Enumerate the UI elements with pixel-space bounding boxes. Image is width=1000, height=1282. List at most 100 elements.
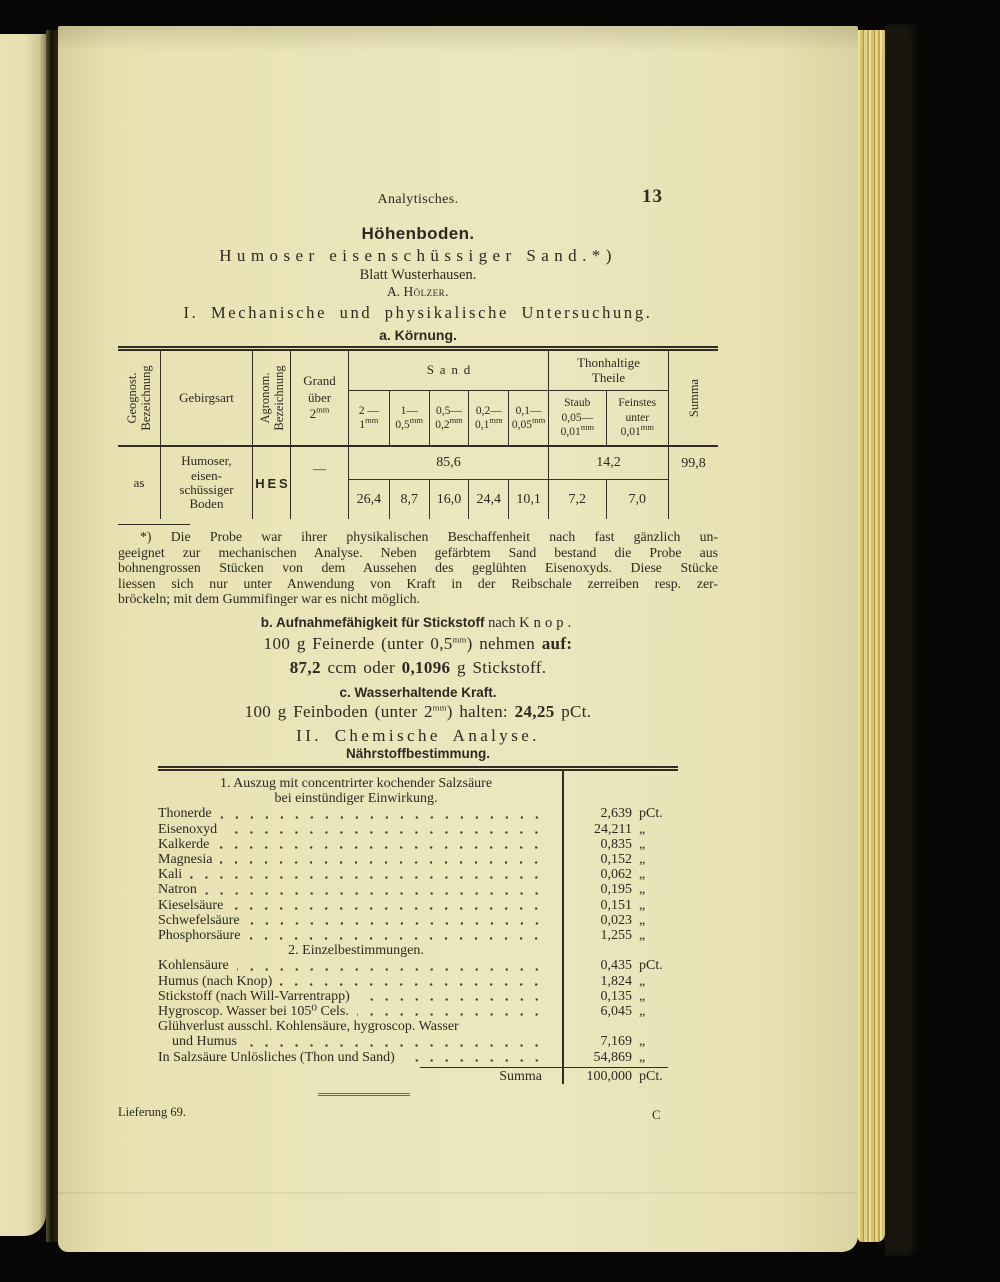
sand-value-1: 26,4 (356, 491, 382, 507)
s1-title-line2: bei einstündiger Einwirkung. (274, 791, 438, 807)
sand-value-2: 8,7 (388, 480, 429, 519)
dot-leader (236, 966, 544, 972)
sand-col-4-bottom: 0,1mm (475, 416, 503, 432)
dot-leader (248, 936, 544, 942)
b-line1-text2: ) nehmen (466, 633, 542, 653)
author-prefix: A. (386, 284, 401, 299)
footnote-line: bohnengrossen Stücken von dem Aussehen d… (118, 560, 718, 576)
chem-label: Glühverlust ausschl. Kohlensäure, hygros… (158, 1019, 459, 1035)
chem-row: Kalkerde 0,835 „ (158, 837, 678, 852)
chem-row: In Salzsäure Unlösliches (Thon und Sand)… (158, 1050, 678, 1065)
section-b-line2: 87,2 ccm oder 0,1096 g Stickstoff. (118, 658, 718, 680)
chem-value: 1,255 (600, 928, 633, 943)
map-sheet-line: Blatt Wusterhausen. (359, 267, 477, 283)
dot-leader (225, 829, 544, 835)
sand-value-4: 24,4 (468, 480, 508, 519)
c-line-text: 100 g Feinboden (unter 2 (244, 701, 433, 721)
chem-value: 6,045 (600, 1004, 633, 1020)
chem-label: Eisenoxyd (158, 821, 218, 837)
chem-label: Thonerde (158, 806, 212, 822)
summa-label: Summa (499, 1068, 542, 1084)
col-grand-header: Grand über 2mm (290, 351, 348, 445)
page-content: Analytisches. 13 Höhenboden. Humoser eis… (118, 186, 718, 1122)
chem-value: 54,869 (593, 1049, 633, 1065)
chem-row: Schwefelsäure 0,023 „ (158, 913, 678, 928)
chem-label: In Salzsäure Unlösliches (Thon und Sand) (158, 1049, 395, 1065)
chem-unit: „ (639, 836, 646, 852)
sand-col-2-bottom: 0,5mm (395, 416, 423, 432)
cell-agronom: HES (252, 447, 290, 519)
unit-mm: mm (432, 702, 447, 713)
thon-total: 14,2 (549, 447, 668, 480)
col-summa-header: Summa (668, 351, 718, 445)
page-number: 13 (642, 186, 663, 207)
chem-label-continued: und Humus (172, 1034, 237, 1050)
chem-unit: „ (639, 1004, 646, 1020)
chem-unit: „ (639, 867, 646, 883)
chem-label: Kieselsäure (158, 897, 224, 913)
sand-col-5-bottom: 0,05mm (512, 416, 545, 432)
footnote-line: bröckeln; mit dem Gummifinger war es nic… (118, 591, 420, 607)
sand-col-1: 2 —1mm (349, 391, 389, 445)
chem-value: 0,835 (600, 836, 633, 852)
feinstes-line3: 0,01mm (621, 423, 654, 439)
chem-value: 0,152 (600, 851, 633, 867)
facing-page-edge (0, 34, 46, 1236)
summa-rule (420, 1066, 668, 1069)
sand-col-5: 0,1— 0,05mm (508, 391, 548, 445)
unit-mm: mm (316, 405, 330, 416)
book-gutter (46, 30, 58, 1242)
author-line: A. Hölzer. (118, 284, 718, 300)
section-b-heading: b. Aufnahmefähigkeit für Stickstoff nach… (118, 615, 718, 632)
chem-value: 0,435 (600, 958, 633, 974)
section-end-rule (318, 1093, 410, 1097)
chem-value: 0,151 (600, 897, 633, 913)
cell-thon-group: 14,2 7,2 7,0 (548, 447, 668, 519)
chem-unit: „ (639, 928, 646, 943)
table-divider (562, 770, 564, 1085)
author-name: Hölzer. (403, 284, 450, 299)
section-b-title-bold: b. Aufnahmefähigkeit für Stickstoff (260, 614, 485, 630)
page-title: Höhenboden. (361, 224, 475, 243)
chem-row: Humus (nach Knop) 1,824 „ (158, 974, 678, 989)
footnote: *) Die Probe war ihrer physikalischen Be… (118, 529, 718, 607)
chem-unit: „ (639, 912, 646, 928)
chem-value: 0,195 (600, 882, 633, 898)
page-edge-stack (858, 30, 885, 1242)
dot-leader (402, 1057, 544, 1063)
staub-col: Staub 0,05— 0,01mm (549, 391, 606, 445)
thon-line1: Thonhaltige (577, 355, 640, 371)
unit-mm: mm (452, 634, 467, 645)
chem-value: 0,023 (600, 912, 633, 928)
sand-col-2-top: 1— (400, 404, 418, 417)
dot-leader (220, 860, 544, 866)
sand-col-2: 1— 0,5mm (388, 391, 429, 445)
chem-value: 24,211 (594, 821, 632, 837)
gebirgsart-line1: Humoser, (181, 453, 232, 469)
footnote-line: geeignet zur mechanischen Analyse. Neben… (118, 544, 718, 560)
dot-leader (357, 997, 544, 1003)
chem-label: Natron (158, 882, 197, 898)
sand-group-header: Sand 2 —1mm 1— 0,5mm 0,5— 0,2mm 0,2— 0,1mm … (348, 351, 548, 445)
thon-value-1: 7,2 (568, 491, 587, 507)
cell-gebirgsart: Humoser, eisen- schüssiger Boden (160, 447, 252, 519)
footnote-rule (118, 524, 190, 525)
grand-line3: 2mm (310, 406, 330, 423)
page-subtitle: Humoser eisenschüssiger Sand.*) (219, 246, 617, 265)
dot-leader (247, 921, 544, 926)
grand-size: 2 (309, 406, 317, 422)
dot-leader (190, 875, 544, 881)
running-head-row: Analytisches. 13 (118, 186, 718, 212)
gebirgsart-line2: eisen- (190, 467, 223, 483)
chem-row: Stickstoff (nach Will-Varrentrapp) 0,135 „ (158, 989, 678, 1004)
chem-unit: „ (639, 821, 646, 837)
section-b-line1: 100 g Feinerde (unter 0,5mm) nehmen auf: (118, 634, 718, 656)
c-line-end: pCt. (554, 701, 592, 721)
chem-value: 1,824 (600, 973, 633, 989)
chem-row: Hygroscop. Wasser bei 105⁰ Cels. 6,045 „ (158, 1004, 678, 1019)
summa-row: Summa 100,000 pCt. (158, 1069, 678, 1084)
thon-line2: Theile (591, 369, 626, 385)
chem-row: Eisenoxyd 24,211 „ (158, 822, 678, 837)
feinstes-col: Feinstes unter 0,01mm (605, 391, 668, 445)
chem-label: Kalkerde (158, 836, 210, 852)
